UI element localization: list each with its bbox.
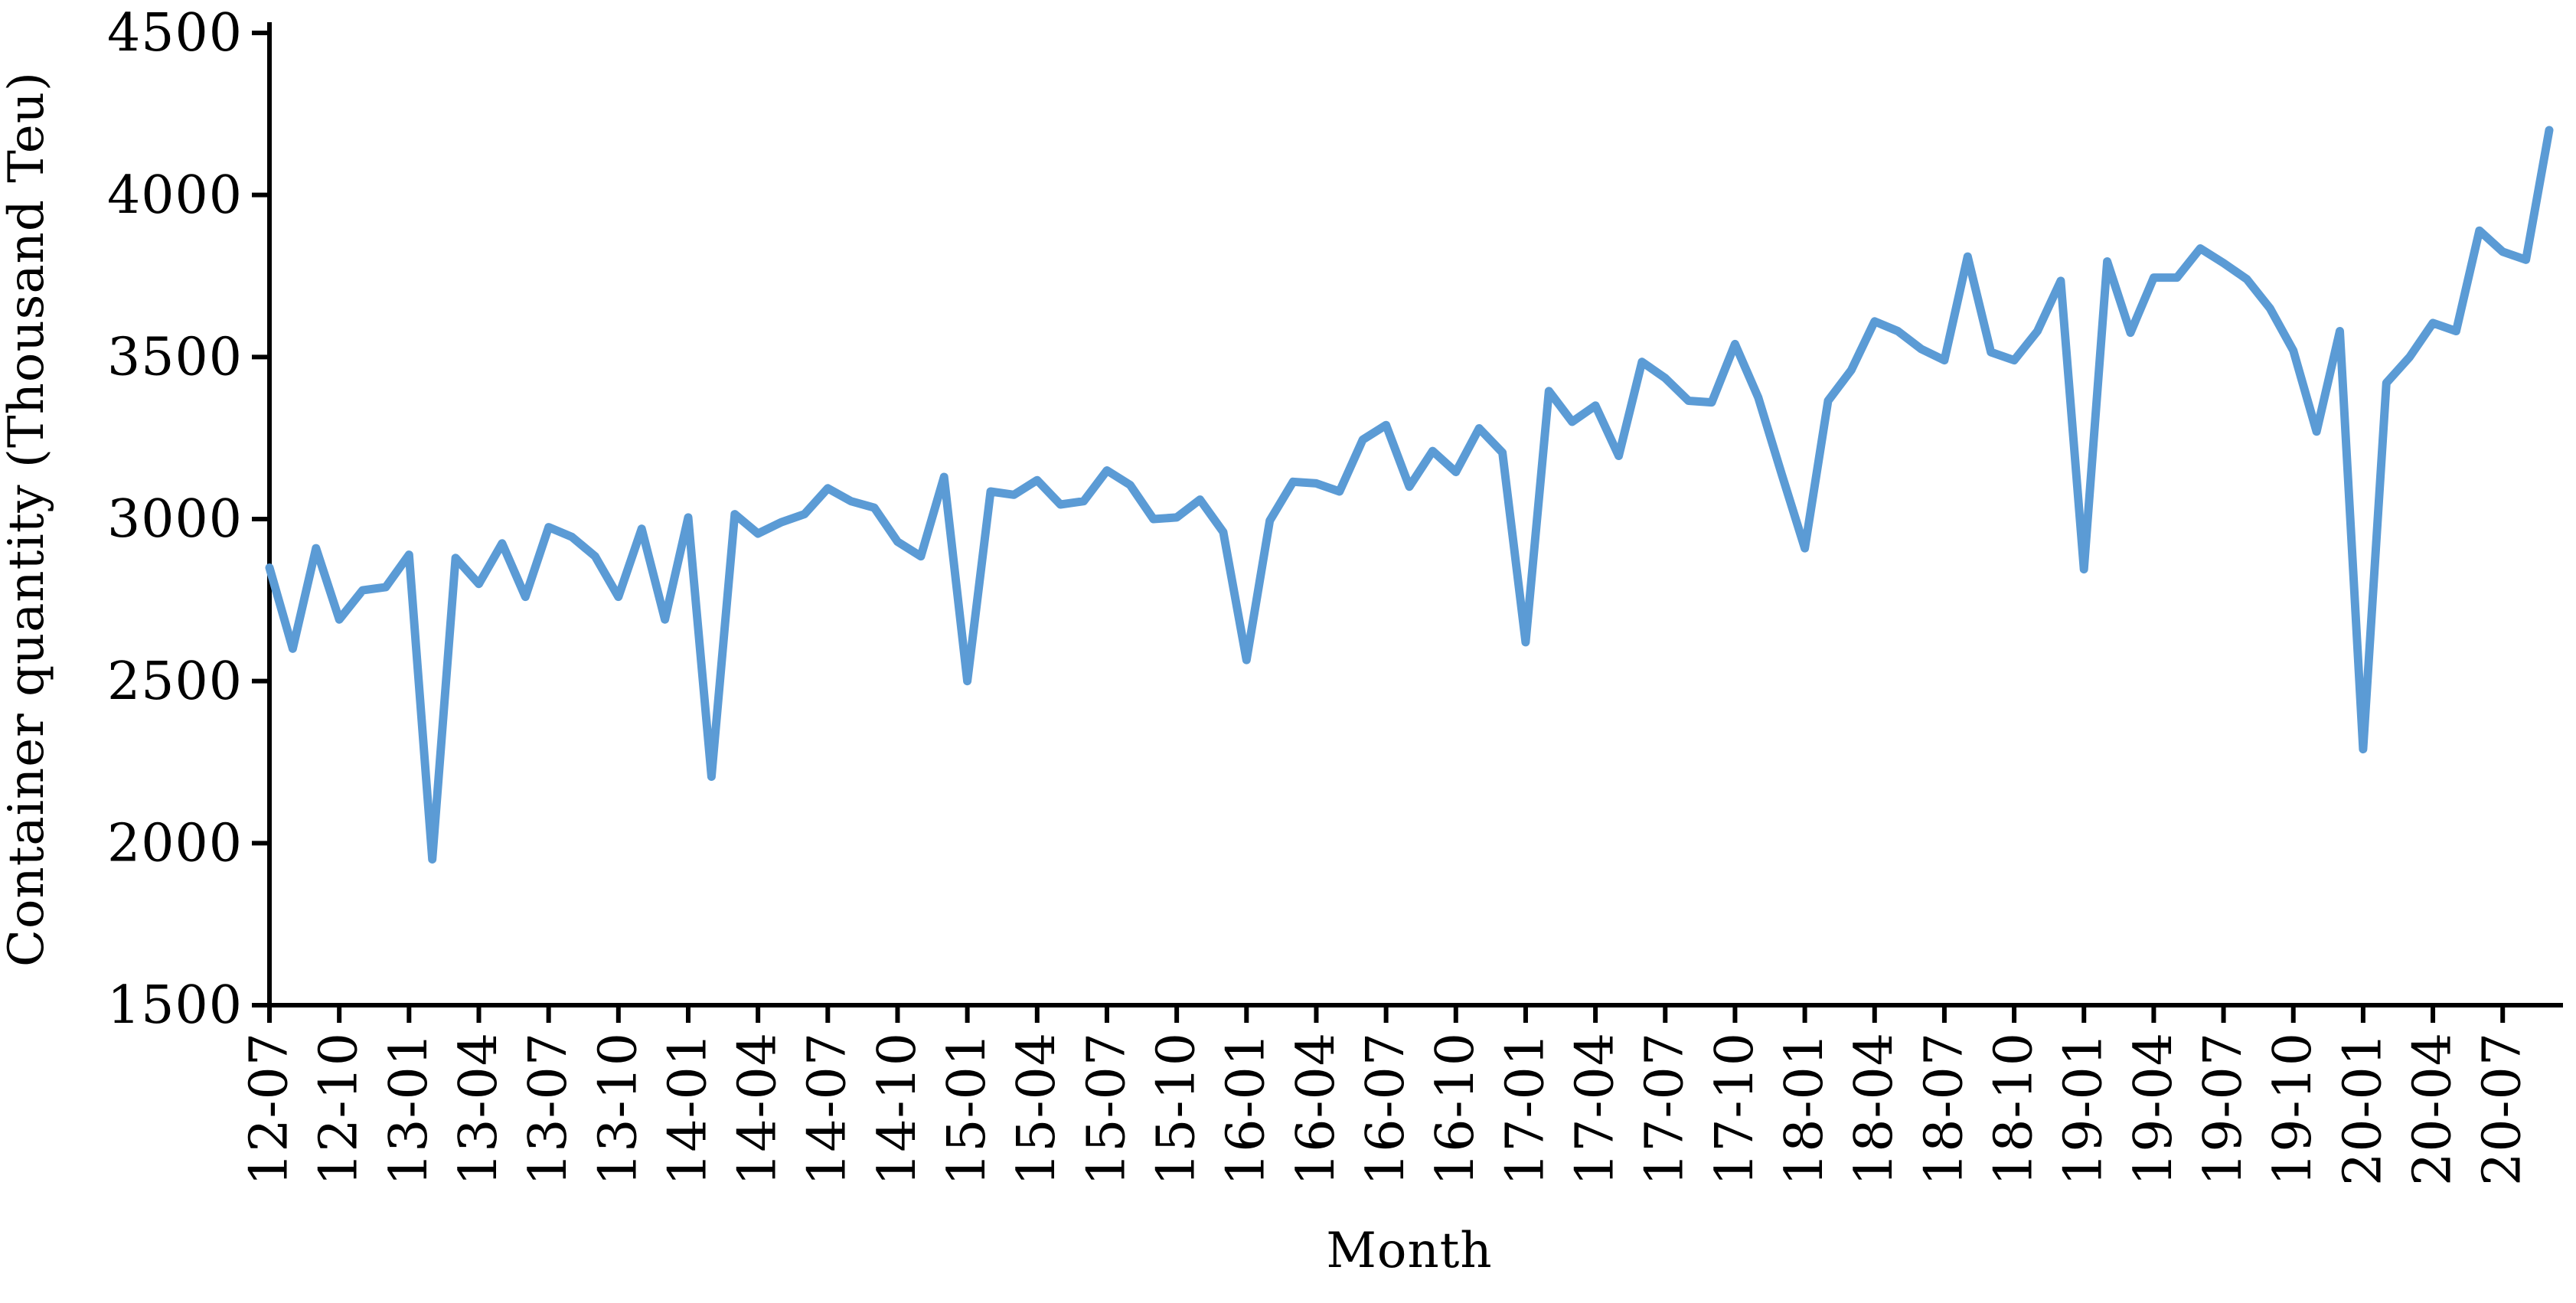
x-tick-label: 14-01 [658,1032,718,1186]
x-tick-label: 17-04 [1566,1032,1626,1186]
x-axis-title: Month [1326,1223,1492,1279]
x-tick-label: 16-10 [1425,1032,1486,1186]
x-tick-label: 13-04 [449,1032,509,1186]
y-tick-label: 4000 [107,165,243,226]
x-tick-label: 19-01 [2054,1032,2114,1186]
x-tick-label: 17-01 [1495,1032,1556,1186]
x-tick-label: 14-04 [728,1032,788,1186]
x-tick-label: 12-10 [309,1032,370,1186]
x-tick-label: 13-07 [518,1032,579,1186]
x-tick-label: 13-10 [588,1032,648,1186]
x-tick-label: 18-01 [1774,1032,1835,1186]
y-tick-label: 4500 [107,3,243,64]
x-tick-label: 15-01 [937,1032,997,1186]
x-tick-label: 15-04 [1007,1032,1067,1186]
data-line-container-quantity [265,126,2554,864]
x-tick-label: 16-04 [1286,1032,1347,1186]
x-tick-label: 14-10 [867,1032,928,1186]
x-tick-label: 20-01 [2333,1032,2393,1186]
x-tick-label: 17-07 [1635,1032,1696,1186]
x-tick-label: 18-04 [1844,1032,1905,1186]
x-tick-label: 20-07 [2473,1032,2533,1186]
y-tick-label: 2000 [107,813,243,874]
y-axis-title: Container quantity (Thousand Teu) [0,71,55,967]
x-tick-label: 18-07 [1914,1032,1974,1186]
x-tick-label: 18-10 [1984,1032,2045,1186]
x-tick-label: 16-01 [1216,1032,1277,1186]
y-tick-label: 2500 [107,652,243,712]
x-tick-label: 14-07 [798,1032,858,1186]
x-tick-label: 15-07 [1076,1032,1137,1186]
x-tick-label: 15-10 [1147,1032,1207,1186]
y-tick-label: 3500 [107,327,243,387]
x-tick-label: 19-10 [2263,1032,2323,1186]
x-tick-label: 13-01 [379,1032,439,1186]
x-tick-label: 20-04 [2403,1032,2463,1186]
x-tick-label: 19-04 [2124,1032,2184,1186]
x-tick-label: 16-07 [1356,1032,1416,1186]
x-tick-label: 12-07 [239,1032,299,1186]
y-tick-label: 1500 [107,975,243,1036]
y-tick-label: 3000 [107,489,243,550]
x-tick-label: 19-07 [2193,1032,2254,1186]
x-tick-label: 17-10 [1705,1032,1765,1186]
